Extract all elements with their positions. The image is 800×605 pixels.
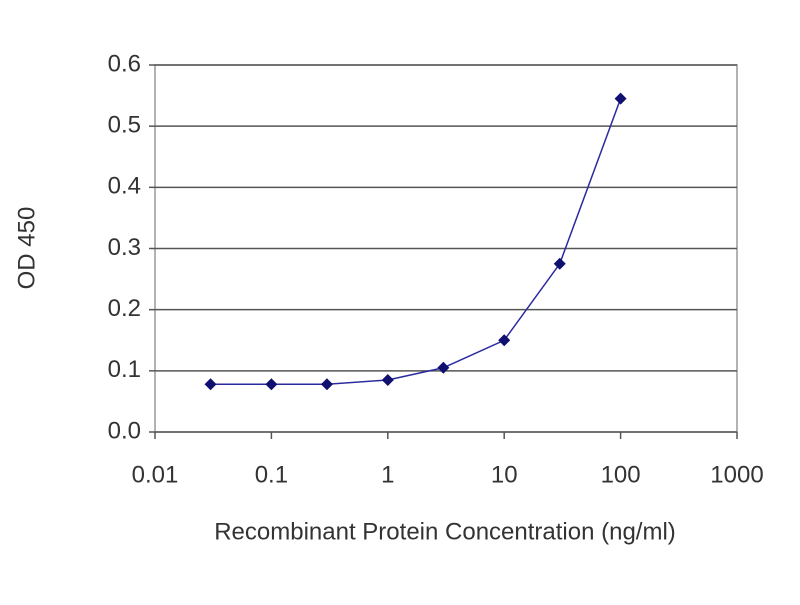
- data-point: [553, 257, 566, 270]
- data-point: [320, 378, 333, 391]
- x-axis-label: Recombinant Protein Concentration (ng/ml…: [214, 518, 676, 545]
- y-tick-label: 0.0: [108, 417, 141, 444]
- series-line: [210, 98, 622, 386]
- y-tick-label: 0.3: [108, 234, 141, 261]
- data-point: [204, 378, 217, 391]
- y-tick-label: 0.2: [108, 295, 141, 322]
- data-point: [265, 378, 278, 391]
- data-point: [614, 92, 627, 105]
- x-tick-label: 0.1: [255, 461, 288, 488]
- y-axis-label: OD 450: [13, 207, 40, 290]
- y-tick-label: 0.1: [108, 356, 141, 383]
- y-tick-label: 0.5: [108, 112, 141, 139]
- x-tick-label: 10: [491, 461, 518, 488]
- x-tick-label: 100: [601, 461, 641, 488]
- x-tick-label: 1000: [710, 461, 763, 488]
- data-point: [498, 334, 511, 347]
- x-tick-label: 0.01: [132, 461, 179, 488]
- y-tick-label: 0.4: [108, 173, 141, 200]
- data-point: [437, 361, 450, 374]
- y-tick-label: 0.6: [108, 50, 141, 77]
- x-tick-label: 1: [381, 461, 394, 488]
- data-point: [381, 374, 394, 387]
